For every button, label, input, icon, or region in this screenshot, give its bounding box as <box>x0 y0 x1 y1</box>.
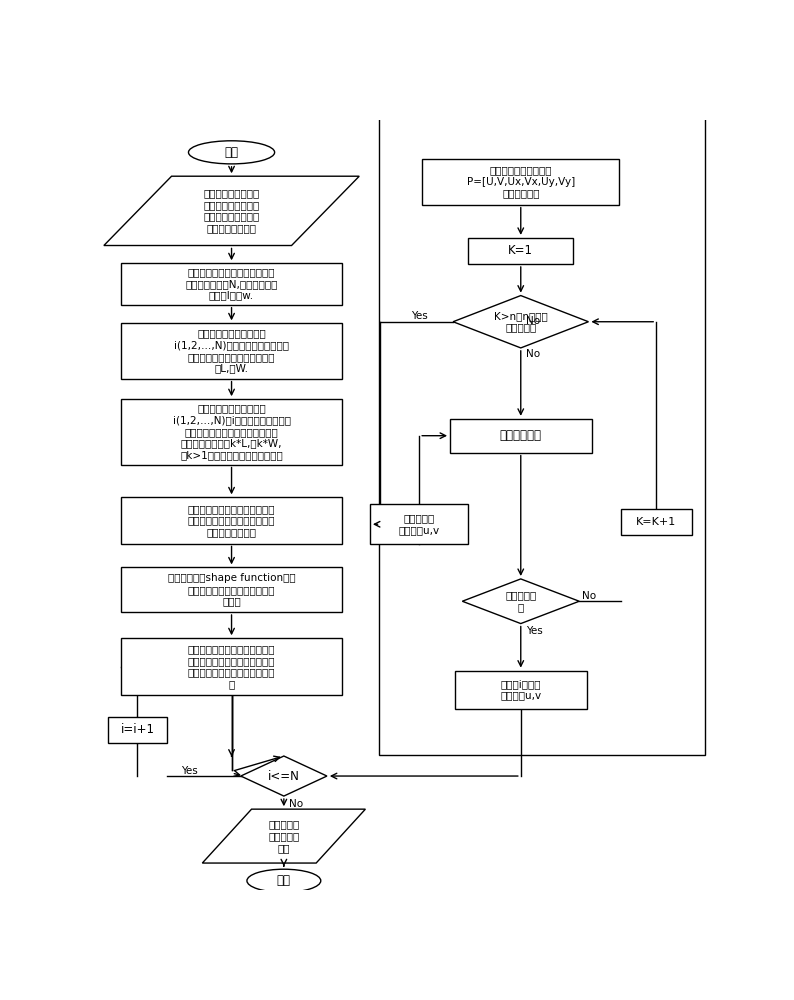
Polygon shape <box>202 809 365 863</box>
Text: K=1: K=1 <box>508 244 534 257</box>
FancyBboxPatch shape <box>370 504 468 544</box>
Text: Yes: Yes <box>410 311 428 321</box>
Ellipse shape <box>247 869 321 892</box>
Text: 构建相似函数，例如标准归一化
互相关函数，用来确定参考图像
子区与目标图像子区最相似的位
置: 构建相似函数，例如标准归一化 互相关函数，用来确定参考图像 子区与目标图像子区最… <box>188 644 276 689</box>
Polygon shape <box>453 296 588 348</box>
Text: 在参考图像上划分任意形状网格
区域，网格个数N,网格点之间的
间距长l，宽w.: 在参考图像上划分任意形状网格 区域，网格个数N,网格点之间的 间距长l，宽w. <box>185 267 278 301</box>
Text: No: No <box>526 349 540 359</box>
Text: i<=N: i<=N <box>268 770 300 783</box>
Text: 开始: 开始 <box>225 146 238 159</box>
FancyBboxPatch shape <box>121 399 342 465</box>
Text: K=K+1: K=K+1 <box>636 517 676 527</box>
FancyBboxPatch shape <box>121 497 342 544</box>
Text: 满足收敛条
件: 满足收敛条 件 <box>505 590 537 612</box>
Text: 保存第i个网格
点位移值u,v: 保存第i个网格 点位移值u,v <box>500 679 542 701</box>
Text: i=i+1: i=i+1 <box>121 723 154 736</box>
Text: 在参考图像上，建立以第
i(1,2,…,N)个网格点为中心的矩形
区域，称为参考图像子区，区域
长L,宽W.: 在参考图像上，建立以第 i(1,2,…,N)个网格点为中心的矩形 区域，称为参考… <box>174 329 289 373</box>
Polygon shape <box>241 756 327 796</box>
FancyBboxPatch shape <box>450 419 592 453</box>
FancyBboxPatch shape <box>121 323 342 379</box>
Text: 在目标图像上，建立以第
i(1,2,…,N)（i与上步中相同）个网
格点为中心的矩形区域，称为目标
图像子区，区域长k*L,宽k*W,
（k>1）网格点间距与上: 在目标图像上，建立以第 i(1,2,…,N)（i与上步中相同）个网 格点为中心的… <box>172 404 291 460</box>
Polygon shape <box>462 579 579 624</box>
FancyBboxPatch shape <box>468 238 573 264</box>
Ellipse shape <box>188 141 275 164</box>
Text: No: No <box>289 799 303 809</box>
FancyBboxPatch shape <box>121 567 342 612</box>
Polygon shape <box>104 176 359 246</box>
Text: 在物体变形前（参考
图像）和变形后（目
标图像）分别拍摄一
张图片，作为输入: 在物体变形前（参考 图像）和变形后（目 标图像）分别拍摄一 张图片，作为输入 <box>203 188 260 233</box>
Text: K>n（n为最大
迭代次数）: K>n（n为最大 迭代次数） <box>494 311 548 333</box>
Text: 将初值估计
的值赋给u,v: 将初值估计 的值赋给u,v <box>399 513 440 535</box>
FancyBboxPatch shape <box>108 717 167 743</box>
FancyBboxPatch shape <box>121 263 342 305</box>
FancyBboxPatch shape <box>455 671 587 709</box>
Text: 构建迭代等式: 构建迭代等式 <box>499 429 542 442</box>
Text: No: No <box>582 591 596 601</box>
Text: 结束: 结束 <box>277 874 291 887</box>
Text: Yes: Yes <box>526 626 542 636</box>
Text: No: No <box>526 316 540 326</box>
FancyBboxPatch shape <box>422 158 619 205</box>
Text: 输出所有网
格点全场位
移值: 输出所有网 格点全场位 移值 <box>268 820 299 853</box>
FancyBboxPatch shape <box>121 638 342 695</box>
FancyBboxPatch shape <box>621 509 692 535</box>
Text: 构建形函数（shape function），
确定变形前与变形后对应点的位
置关系: 构建形函数（shape function）， 确定变形前与变形后对应点的位 置关… <box>168 573 295 606</box>
Text: 对目标图像子区进行双三次样条
插值，获得目标图像子区中的亚
像素位置的灰度值: 对目标图像子区进行双三次样条 插值，获得目标图像子区中的亚 像素位置的灰度值 <box>188 504 276 537</box>
Text: 对形函数中的未知向量
P=[U,V,Ux,Vx,Uy,Vy]
进行初值估计: 对形函数中的未知向量 P=[U,V,Ux,Vx,Uy,Vy] 进行初值估计 <box>467 165 575 198</box>
Text: Yes: Yes <box>181 766 198 776</box>
